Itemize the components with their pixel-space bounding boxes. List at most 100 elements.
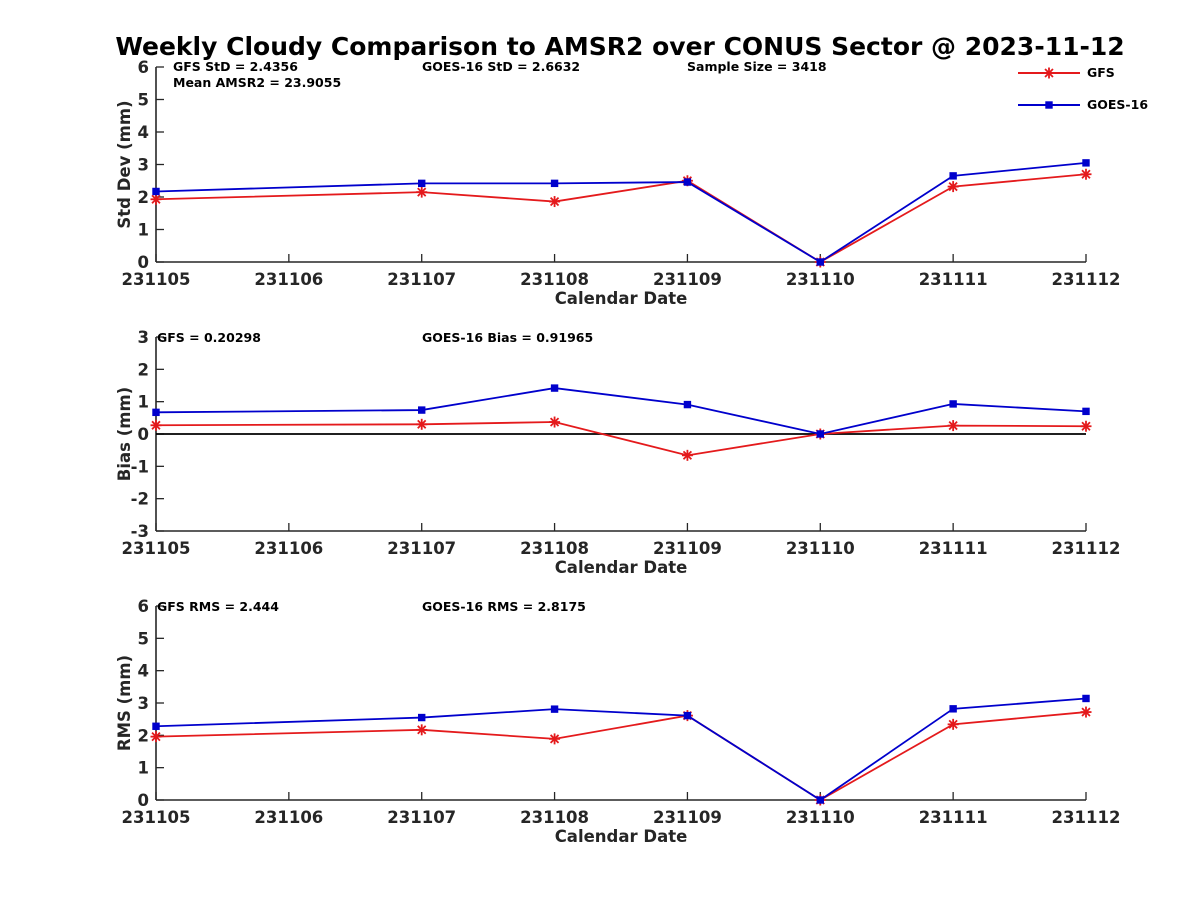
y-tick-label: 5 xyxy=(138,629,149,648)
x-tick-label: 231105 xyxy=(122,539,191,558)
data-point-goes16 xyxy=(152,408,160,417)
x-tick-label: 231105 xyxy=(122,270,191,289)
data-point-gfs xyxy=(1080,168,1092,180)
annotation: GFS StD = 2.4356 xyxy=(173,59,298,74)
data-point-goes16 xyxy=(152,722,160,730)
data-point-gfs xyxy=(416,418,428,430)
data-point-goes16 xyxy=(816,796,824,804)
x-tick-label: 231109 xyxy=(653,270,722,289)
x-tick-label: 231107 xyxy=(387,270,456,289)
data-point-gfs xyxy=(947,181,959,193)
annotation: GFS RMS = 2.444 xyxy=(157,599,279,614)
data-point-gfs xyxy=(947,718,959,730)
x-tick-label: 231105 xyxy=(122,808,191,827)
y-tick-label: 1 xyxy=(138,393,149,412)
data-point-goes16 xyxy=(550,705,559,713)
annotation: Sample Size = 3418 xyxy=(687,59,827,74)
x-tick-label: 231110 xyxy=(786,539,855,558)
chart-title: Weekly Cloudy Comparison to AMSR2 over C… xyxy=(115,32,1124,61)
legend-label-goes16: GOES-16 xyxy=(1087,97,1148,112)
x-tick-label: 231110 xyxy=(786,808,855,827)
data-point-goes16 xyxy=(1082,159,1090,167)
data-point-goes16 xyxy=(949,705,957,713)
y-tick-label: 6 xyxy=(138,58,149,77)
legend-square-goes16 xyxy=(1045,101,1053,109)
data-point-gfs xyxy=(416,724,428,736)
x-tick-label: 231108 xyxy=(520,270,589,289)
series-line-gfs xyxy=(155,711,1087,802)
series-line-goes16 xyxy=(155,387,1087,435)
data-point-goes16 xyxy=(683,711,692,720)
x-tick-label: 231112 xyxy=(1052,539,1121,558)
x-tick-label: 231108 xyxy=(520,539,589,558)
y-tick-label: 1 xyxy=(138,759,149,778)
y-tick-label: 2 xyxy=(138,188,149,207)
x-tick-label: 231106 xyxy=(254,270,323,289)
series-line-goes16 xyxy=(155,161,1087,264)
x-tick-label: 231110 xyxy=(786,270,855,289)
x-tick-label: 231109 xyxy=(653,808,722,827)
y-axis-label: RMS (mm) xyxy=(115,655,134,751)
data-point-gfs xyxy=(150,731,162,743)
legend-marker-goes16 xyxy=(1045,101,1053,109)
data-point-gfs xyxy=(150,193,162,205)
annotation: GFS = 0.20298 xyxy=(157,330,261,345)
x-tick-label: 231107 xyxy=(387,539,456,558)
y-tick-label: -2 xyxy=(131,490,149,509)
data-point-gfs xyxy=(150,419,162,431)
series-goes16 xyxy=(152,384,1090,438)
series-line-gfs xyxy=(155,421,1087,457)
series-goes16 xyxy=(152,694,1090,804)
legend-marker-gfs xyxy=(1043,67,1055,79)
y-tick-label: 1 xyxy=(138,221,149,240)
x-tick-label: 231109 xyxy=(653,539,722,558)
data-point-goes16 xyxy=(418,713,426,722)
x-tick-label: 231112 xyxy=(1052,808,1121,827)
y-axis-label: Std Dev (mm) xyxy=(115,100,134,228)
annotation: GOES-16 Bias = 0.91965 xyxy=(422,330,593,345)
annotation: GOES-16 StD = 2.6632 xyxy=(422,59,580,74)
legend: GFS GOES-16 xyxy=(1018,65,1148,112)
data-point-goes16 xyxy=(550,179,559,188)
x-axis-label: Calendar Date xyxy=(555,558,688,577)
data-point-goes16 xyxy=(418,179,426,188)
series-gfs xyxy=(150,416,1092,461)
panel-1: 0 1 2 3 4 5 6 231105 231106 231107 231108 231109 231… xyxy=(115,58,1120,308)
data-point-gfs xyxy=(549,733,561,745)
data-point-gfs xyxy=(1080,706,1092,718)
data-point-goes16 xyxy=(418,406,426,414)
y-tick-label: 3 xyxy=(138,328,149,347)
legend-label-gfs: GFS xyxy=(1087,65,1115,80)
y-tick-label: 4 xyxy=(138,662,149,681)
x-tick-label: 231112 xyxy=(1052,270,1121,289)
y-tick-label: 0 xyxy=(138,253,149,272)
x-tick-label: 231107 xyxy=(387,808,456,827)
x-tick-label: 231111 xyxy=(919,270,988,289)
data-point-gfs xyxy=(416,186,428,198)
y-tick-label: -1 xyxy=(131,457,149,476)
x-tick-label: 231106 xyxy=(254,539,323,558)
data-point-gfs xyxy=(947,420,959,432)
data-point-goes16 xyxy=(1082,694,1090,703)
y-tick-label: 3 xyxy=(138,694,149,713)
series-goes16 xyxy=(152,159,1090,266)
data-point-goes16 xyxy=(1082,407,1090,416)
y-tick-label: 3 xyxy=(138,156,149,175)
data-point-goes16 xyxy=(683,400,692,409)
y-tick-label: 2 xyxy=(138,726,149,745)
data-point-goes16 xyxy=(152,187,160,196)
x-axis-label: Calendar Date xyxy=(555,827,688,846)
legend-entry-goes16: GOES-16 xyxy=(1018,97,1148,112)
y-tick-label: 2 xyxy=(138,360,149,379)
y-tick-label: 4 xyxy=(138,123,149,142)
data-point-gfs xyxy=(681,449,693,461)
y-tick-label: 6 xyxy=(138,597,149,616)
data-point-goes16 xyxy=(949,172,957,180)
series-line-goes16 xyxy=(155,697,1087,802)
x-tick-label: 231111 xyxy=(919,808,988,827)
y-tick-label: 0 xyxy=(138,791,149,810)
y-tick-label: -3 xyxy=(131,522,149,541)
data-point-goes16 xyxy=(816,258,824,266)
